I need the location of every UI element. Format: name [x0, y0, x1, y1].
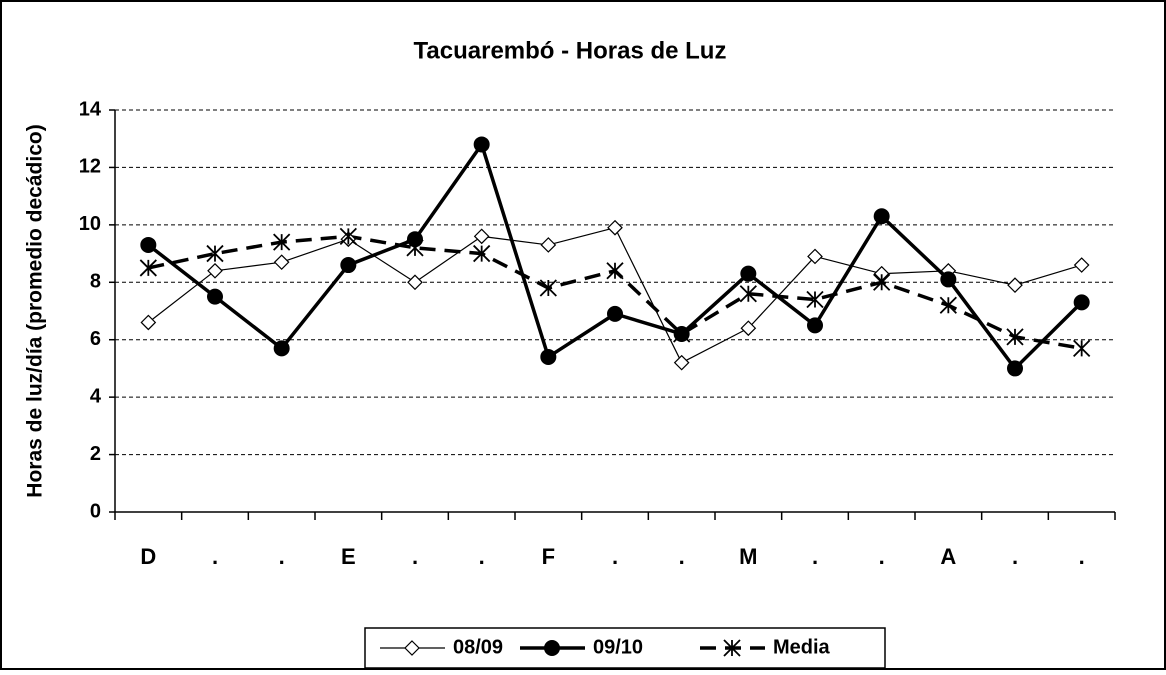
data-point: [206, 244, 224, 263]
data-point: [1073, 257, 1090, 273]
data-point: [940, 271, 957, 288]
legend-marker: [404, 640, 420, 656]
data-point: [939, 296, 957, 314]
data-point: [607, 219, 623, 236]
data-point: [273, 340, 290, 357]
data-point: [1007, 360, 1023, 377]
data-point: [1073, 294, 1090, 311]
legend-label: Media: [773, 636, 831, 658]
data-point: [873, 273, 891, 291]
data-point: [140, 314, 157, 331]
data-point: [740, 265, 757, 282]
data-point: [207, 288, 223, 305]
data-point: [473, 228, 490, 245]
data-point: [407, 274, 423, 291]
x-tick-label: .: [879, 544, 885, 569]
x-tick-label: A: [940, 544, 956, 569]
data-point: [607, 305, 623, 322]
data-point: [339, 227, 357, 245]
data-point: [340, 257, 357, 274]
legend-label: 08/09: [453, 636, 503, 658]
data-point: [740, 320, 757, 337]
x-tick-label: .: [279, 544, 285, 569]
data-point: [273, 233, 291, 251]
x-tick-label: E: [341, 544, 356, 569]
data-point: [273, 254, 290, 271]
y-tick-label: 2: [90, 443, 101, 465]
data-point: [406, 239, 424, 257]
data-point: [673, 325, 691, 343]
legend-box: [364, 627, 886, 669]
x-tick-label: .: [479, 544, 485, 569]
y-tick-label: 14: [79, 98, 102, 120]
x-tick-label: F: [542, 544, 555, 569]
data-point: [140, 236, 157, 253]
data-point: [806, 290, 824, 309]
data-point: [207, 262, 223, 279]
data-point: [540, 348, 557, 365]
data-point: [1073, 339, 1091, 357]
x-tick-label: .: [1079, 544, 1085, 569]
y-tick-label: 4: [90, 385, 102, 407]
x-tick-label: .: [212, 544, 218, 569]
y-tick-label: 12: [79, 156, 101, 178]
x-tick-label: .: [1012, 544, 1018, 569]
data-point: [807, 248, 823, 265]
data-point: [873, 208, 890, 225]
data-point: [1006, 328, 1024, 346]
data-point: [473, 244, 491, 263]
legend-marker: [723, 639, 741, 657]
data-point: [673, 354, 690, 371]
x-tick-label: .: [412, 544, 418, 569]
x-tick-label: .: [812, 544, 818, 569]
legend-marker: [544, 640, 560, 656]
y-tick-label: 0: [90, 500, 101, 522]
x-tick-label: .: [612, 544, 618, 569]
legend-label: 09/10: [593, 636, 643, 658]
y-tick-label: 8: [90, 271, 101, 293]
data-point: [540, 237, 557, 253]
data-point: [539, 279, 557, 297]
x-tick-label: M: [739, 544, 757, 569]
data-point: [739, 285, 757, 303]
x-tick-label: .: [679, 544, 685, 569]
chart-title: Tacuarembó - Horas de Luz: [414, 37, 727, 64]
data-point: [139, 259, 157, 277]
y-tick-label: 6: [90, 328, 101, 350]
data-point: [473, 136, 490, 153]
x-tick-label: D: [140, 544, 156, 569]
y-axis-label: Horas de luz/día (promedio decádico): [24, 124, 47, 497]
data-point: [1007, 277, 1023, 294]
data-point: [606, 262, 624, 280]
data-point: [807, 317, 823, 334]
y-tick-label: 10: [79, 213, 101, 235]
